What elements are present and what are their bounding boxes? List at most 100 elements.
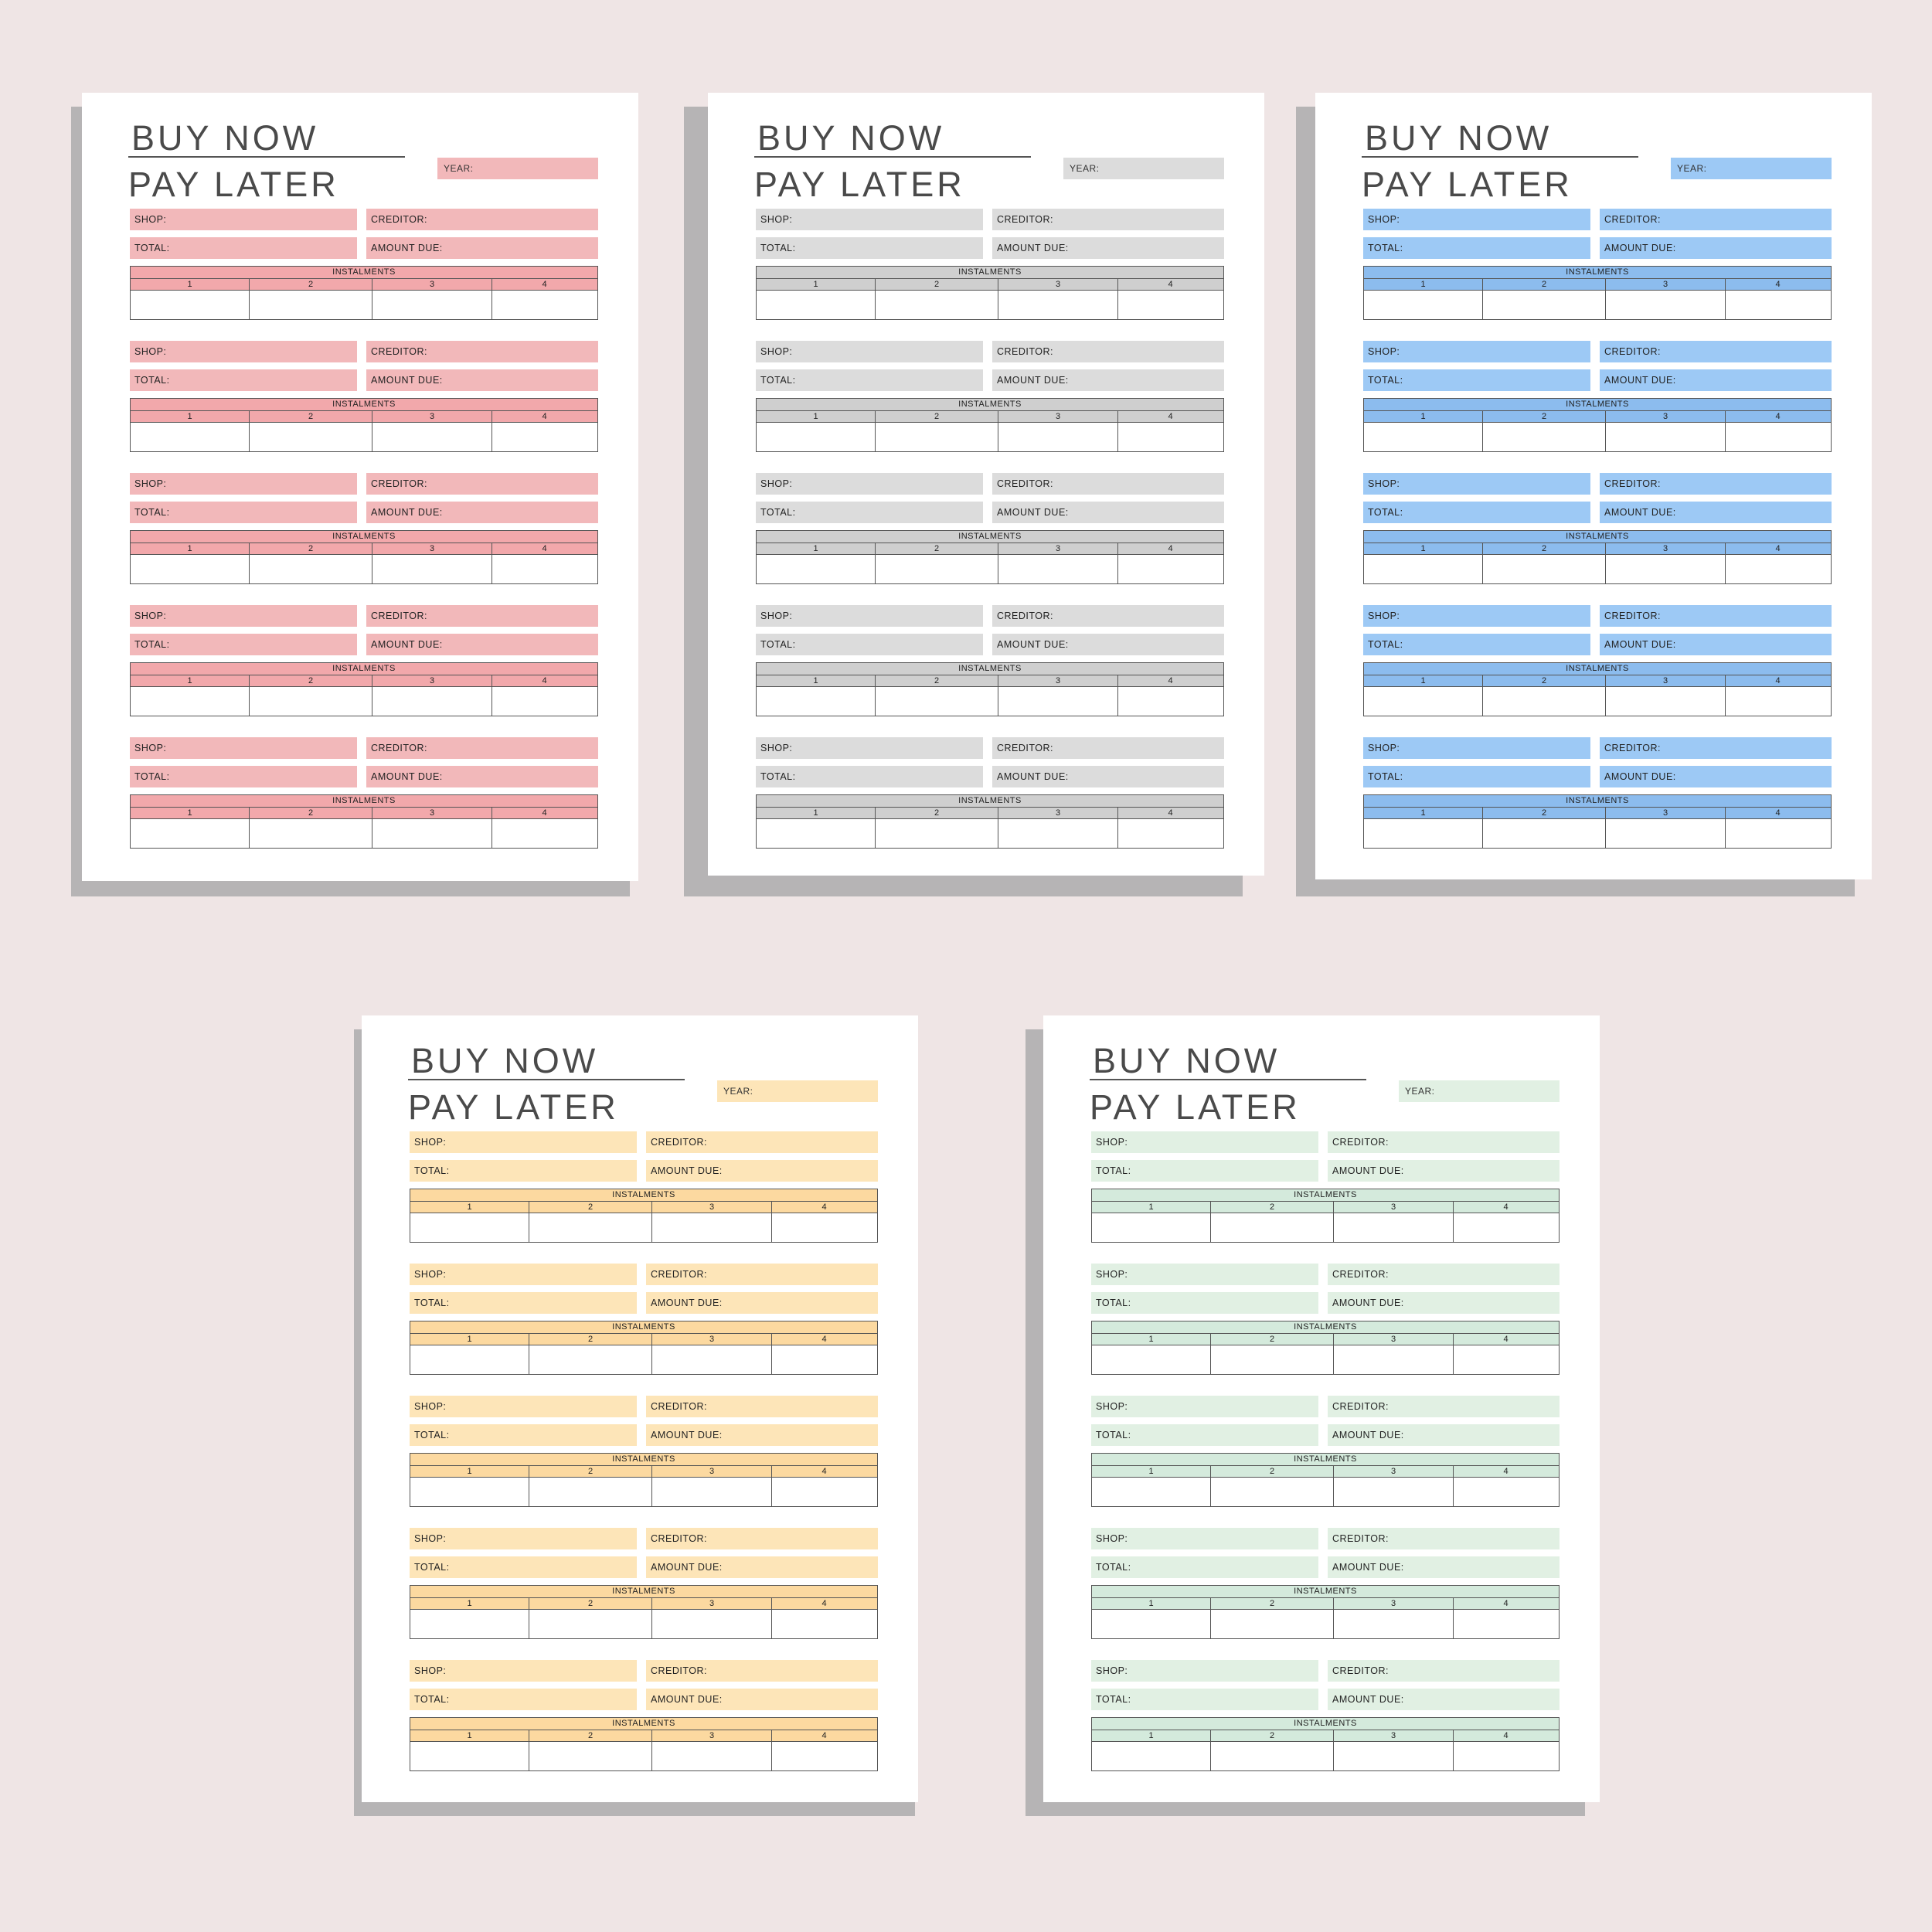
amount-due-field[interactable]: AMOUNT DUE: — [1328, 1424, 1560, 1446]
instalment-cell[interactable] — [998, 555, 1118, 584]
instalment-cell[interactable] — [1364, 291, 1483, 320]
instalment-cell[interactable] — [757, 687, 876, 716]
instalment-cell[interactable] — [652, 1345, 772, 1375]
total-field[interactable]: TOTAL: — [1363, 766, 1590, 787]
total-field[interactable]: TOTAL: — [1091, 1556, 1318, 1578]
creditor-field[interactable]: CREDITOR: — [366, 473, 598, 495]
shop-field[interactable]: SHOP: — [130, 473, 357, 495]
creditor-field[interactable]: CREDITOR: — [1328, 1528, 1560, 1549]
instalment-cell[interactable] — [772, 1742, 876, 1771]
total-field[interactable]: TOTAL: — [130, 766, 357, 787]
instalment-cell[interactable] — [998, 687, 1118, 716]
amount-due-field[interactable]: AMOUNT DUE: — [646, 1160, 878, 1182]
instalment-cell[interactable] — [1606, 819, 1726, 849]
creditor-field[interactable]: CREDITOR: — [1328, 1660, 1560, 1682]
year-field[interactable]: YEAR: — [717, 1080, 878, 1102]
instalment-cell[interactable] — [1454, 1213, 1558, 1243]
instalment-cell[interactable] — [410, 1478, 529, 1507]
shop-field[interactable]: SHOP: — [410, 1660, 637, 1682]
instalment-cell[interactable] — [410, 1213, 529, 1243]
shop-field[interactable]: SHOP: — [130, 209, 357, 230]
instalment-cell[interactable] — [131, 687, 250, 716]
instalment-cell[interactable] — [492, 423, 597, 452]
creditor-field[interactable]: CREDITOR: — [1328, 1131, 1560, 1153]
creditor-field[interactable]: CREDITOR: — [992, 473, 1224, 495]
instalment-cell[interactable] — [1364, 555, 1483, 584]
total-field[interactable]: TOTAL: — [130, 369, 357, 391]
instalment-cell[interactable] — [1483, 687, 1606, 716]
instalment-cell[interactable] — [131, 819, 250, 849]
instalment-cell[interactable] — [772, 1345, 876, 1375]
total-field[interactable]: TOTAL: — [1363, 237, 1590, 259]
creditor-field[interactable]: CREDITOR: — [646, 1396, 878, 1417]
instalment-cell[interactable] — [772, 1213, 876, 1243]
instalment-cell[interactable] — [757, 819, 876, 849]
amount-due-field[interactable]: AMOUNT DUE: — [992, 237, 1224, 259]
instalment-cell[interactable] — [372, 555, 492, 584]
total-field[interactable]: TOTAL: — [410, 1689, 637, 1710]
creditor-field[interactable]: CREDITOR: — [1600, 473, 1832, 495]
creditor-field[interactable]: CREDITOR: — [992, 341, 1224, 362]
total-field[interactable]: TOTAL: — [1091, 1424, 1318, 1446]
shop-field[interactable]: SHOP: — [410, 1396, 637, 1417]
instalment-cell[interactable] — [372, 819, 492, 849]
instalment-cell[interactable] — [1483, 291, 1606, 320]
instalment-cell[interactable] — [372, 423, 492, 452]
instalment-cell[interactable] — [876, 687, 998, 716]
instalment-cell[interactable] — [998, 423, 1118, 452]
instalment-cell[interactable] — [131, 291, 250, 320]
amount-due-field[interactable]: AMOUNT DUE: — [1328, 1292, 1560, 1314]
creditor-field[interactable]: CREDITOR: — [1600, 209, 1832, 230]
instalment-cell[interactable] — [1334, 1610, 1454, 1639]
instalment-cell[interactable] — [998, 291, 1118, 320]
instalment-cell[interactable] — [492, 555, 597, 584]
instalment-cell[interactable] — [1334, 1742, 1454, 1771]
instalment-cell[interactable] — [1726, 291, 1830, 320]
instalment-cell[interactable] — [1364, 423, 1483, 452]
instalment-cell[interactable] — [1483, 423, 1606, 452]
amount-due-field[interactable]: AMOUNT DUE: — [1600, 502, 1832, 523]
shop-field[interactable]: SHOP: — [1091, 1396, 1318, 1417]
amount-due-field[interactable]: AMOUNT DUE: — [1600, 634, 1832, 655]
total-field[interactable]: TOTAL: — [410, 1424, 637, 1446]
creditor-field[interactable]: CREDITOR: — [992, 605, 1224, 627]
instalment-cell[interactable] — [998, 819, 1118, 849]
creditor-field[interactable]: CREDITOR: — [366, 341, 598, 362]
instalment-cell[interactable] — [1334, 1213, 1454, 1243]
creditor-field[interactable]: CREDITOR: — [1328, 1396, 1560, 1417]
shop-field[interactable]: SHOP: — [1363, 605, 1590, 627]
amount-due-field[interactable]: AMOUNT DUE: — [646, 1689, 878, 1710]
instalment-cell[interactable] — [876, 291, 998, 320]
shop-field[interactable]: SHOP: — [1363, 209, 1590, 230]
shop-field[interactable]: SHOP: — [756, 737, 983, 759]
year-field[interactable]: YEAR: — [1063, 158, 1224, 179]
instalment-cell[interactable] — [1118, 555, 1223, 584]
shop-field[interactable]: SHOP: — [410, 1131, 637, 1153]
instalment-cell[interactable] — [529, 1478, 652, 1507]
amount-due-field[interactable]: AMOUNT DUE: — [1600, 766, 1832, 787]
total-field[interactable]: TOTAL: — [410, 1556, 637, 1578]
total-field[interactable]: TOTAL: — [756, 502, 983, 523]
shop-field[interactable]: SHOP: — [1091, 1264, 1318, 1285]
shop-field[interactable]: SHOP: — [130, 341, 357, 362]
shop-field[interactable]: SHOP: — [130, 605, 357, 627]
amount-due-field[interactable]: AMOUNT DUE: — [366, 502, 598, 523]
total-field[interactable]: TOTAL: — [1091, 1689, 1318, 1710]
shop-field[interactable]: SHOP: — [1091, 1528, 1318, 1549]
shop-field[interactable]: SHOP: — [756, 209, 983, 230]
shop-field[interactable]: SHOP: — [1363, 473, 1590, 495]
amount-due-field[interactable]: AMOUNT DUE: — [1600, 237, 1832, 259]
instalment-cell[interactable] — [1454, 1478, 1558, 1507]
instalment-cell[interactable] — [1454, 1742, 1558, 1771]
year-field[interactable]: YEAR: — [437, 158, 598, 179]
total-field[interactable]: TOTAL: — [1363, 369, 1590, 391]
instalment-cell[interactable] — [652, 1610, 772, 1639]
shop-field[interactable]: SHOP: — [756, 473, 983, 495]
instalment-cell[interactable] — [1483, 555, 1606, 584]
instalment-cell[interactable] — [1211, 1213, 1334, 1243]
instalment-cell[interactable] — [1726, 423, 1830, 452]
amount-due-field[interactable]: AMOUNT DUE: — [1328, 1160, 1560, 1182]
shop-field[interactable]: SHOP: — [1091, 1660, 1318, 1682]
amount-due-field[interactable]: AMOUNT DUE: — [992, 369, 1224, 391]
instalment-cell[interactable] — [1092, 1345, 1211, 1375]
